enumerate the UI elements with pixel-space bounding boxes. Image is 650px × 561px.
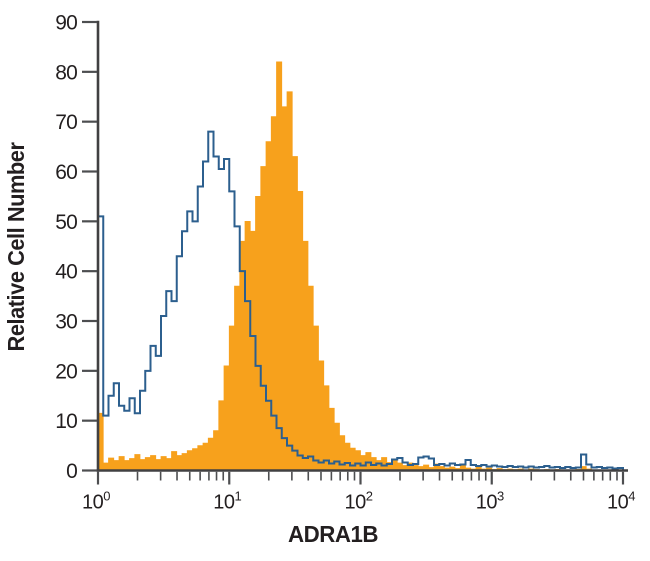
y-tick-label: 70	[55, 111, 77, 134]
y-tick-label: 10	[55, 410, 77, 433]
y-axis-title: Relative Cell Number	[3, 142, 29, 352]
y-tick-label: 60	[55, 161, 77, 184]
open-control-histogram-path	[97, 130, 624, 471]
y-tick-label: 0	[66, 460, 77, 483]
x-tick-label: 102	[345, 489, 373, 514]
x-tick-label: 101	[213, 489, 241, 514]
y-tick-label: 30	[55, 311, 77, 334]
y-tick-label: 80	[55, 61, 77, 84]
y-tick-label: 20	[55, 360, 77, 383]
y-tick-label: 40	[55, 261, 77, 284]
y-tick-label: 50	[55, 211, 77, 234]
axis-labels-layer: Relative Cell Number ADRA1B	[3, 142, 378, 547]
x-tick-label: 104	[607, 489, 635, 514]
histogram-series-layer	[97, 61, 624, 471]
y-tick-label: 90	[55, 12, 77, 35]
x-tick-label: 100	[82, 489, 110, 514]
x-axis-title: ADRA1B	[288, 521, 378, 547]
axis-layer: 0 10 20 30 40 50 60 70 80 90 100 101 102 103 104	[55, 12, 636, 514]
x-tick-label: 103	[476, 489, 504, 514]
